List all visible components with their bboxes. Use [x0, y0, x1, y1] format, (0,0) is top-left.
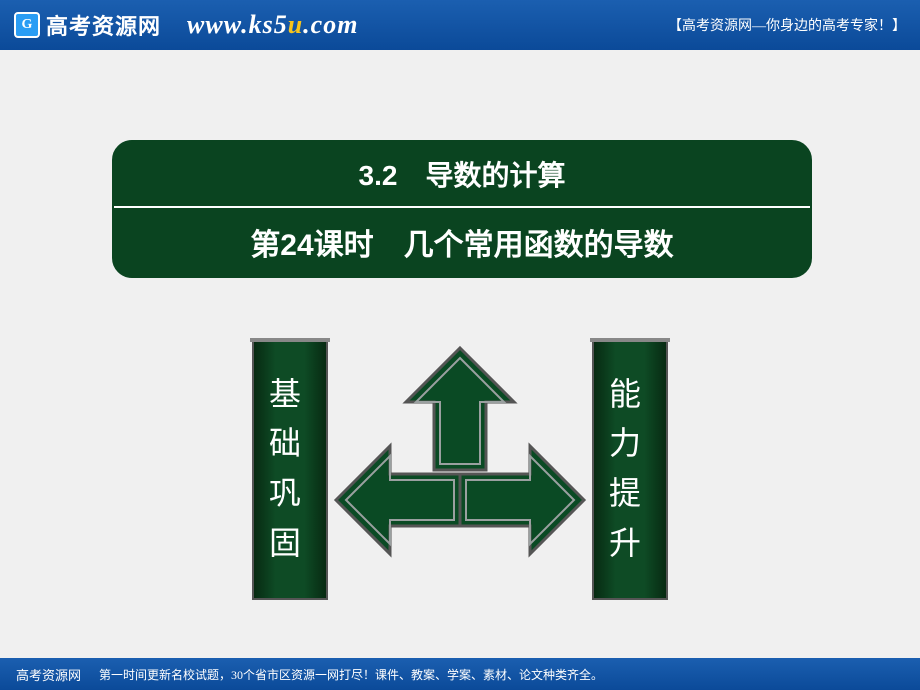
- arrows-icon: [328, 330, 592, 620]
- arrow-up-icon: [406, 348, 514, 470]
- footer-title: 高考资源网: [16, 665, 81, 684]
- title-line-1: 3.2 导数的计算: [114, 142, 810, 206]
- title-line-2: 第24课时 几个常用函数的导数: [114, 208, 810, 276]
- header-slogan: 【高考资源网—你身边的高考专家！】: [668, 15, 906, 35]
- page: G 高考资源网 www.ks5u.com 【高考资源网—你身边的高考专家！】 3…: [0, 0, 920, 690]
- pillar-left-label: 基础巩固: [254, 370, 326, 568]
- url-prefix: www.ks5: [187, 10, 288, 39]
- url-accent: u: [288, 10, 303, 39]
- site-url: www.ks5u.com: [187, 10, 358, 40]
- logo-text: 高考资源网: [46, 9, 161, 41]
- pillar-left: 基础巩固: [252, 340, 328, 600]
- slide-area: 3.2 导数的计算 第24课时 几个常用函数的导数 基础巩固: [0, 50, 920, 658]
- logo-icon: G: [14, 12, 40, 38]
- header-bar: G 高考资源网 www.ks5u.com 【高考资源网—你身边的高考专家！】: [0, 0, 920, 50]
- diagram: 基础巩固 能力提升: [0, 320, 920, 660]
- footer-bar: 高考资源网 第一时间更新名校试题，30个省市区资源一网打尽！课件、教案、学案、素…: [0, 658, 920, 690]
- title-box: 3.2 导数的计算 第24课时 几个常用函数的导数: [112, 140, 812, 278]
- footer-text: 第一时间更新名校试题，30个省市区资源一网打尽！课件、教案、学案、素材、论文种类…: [99, 666, 603, 683]
- pillar-right-label: 能力提升: [594, 370, 666, 568]
- url-suffix: .com: [303, 10, 358, 39]
- pillar-right: 能力提升: [592, 340, 668, 600]
- logo: G 高考资源网: [14, 9, 161, 41]
